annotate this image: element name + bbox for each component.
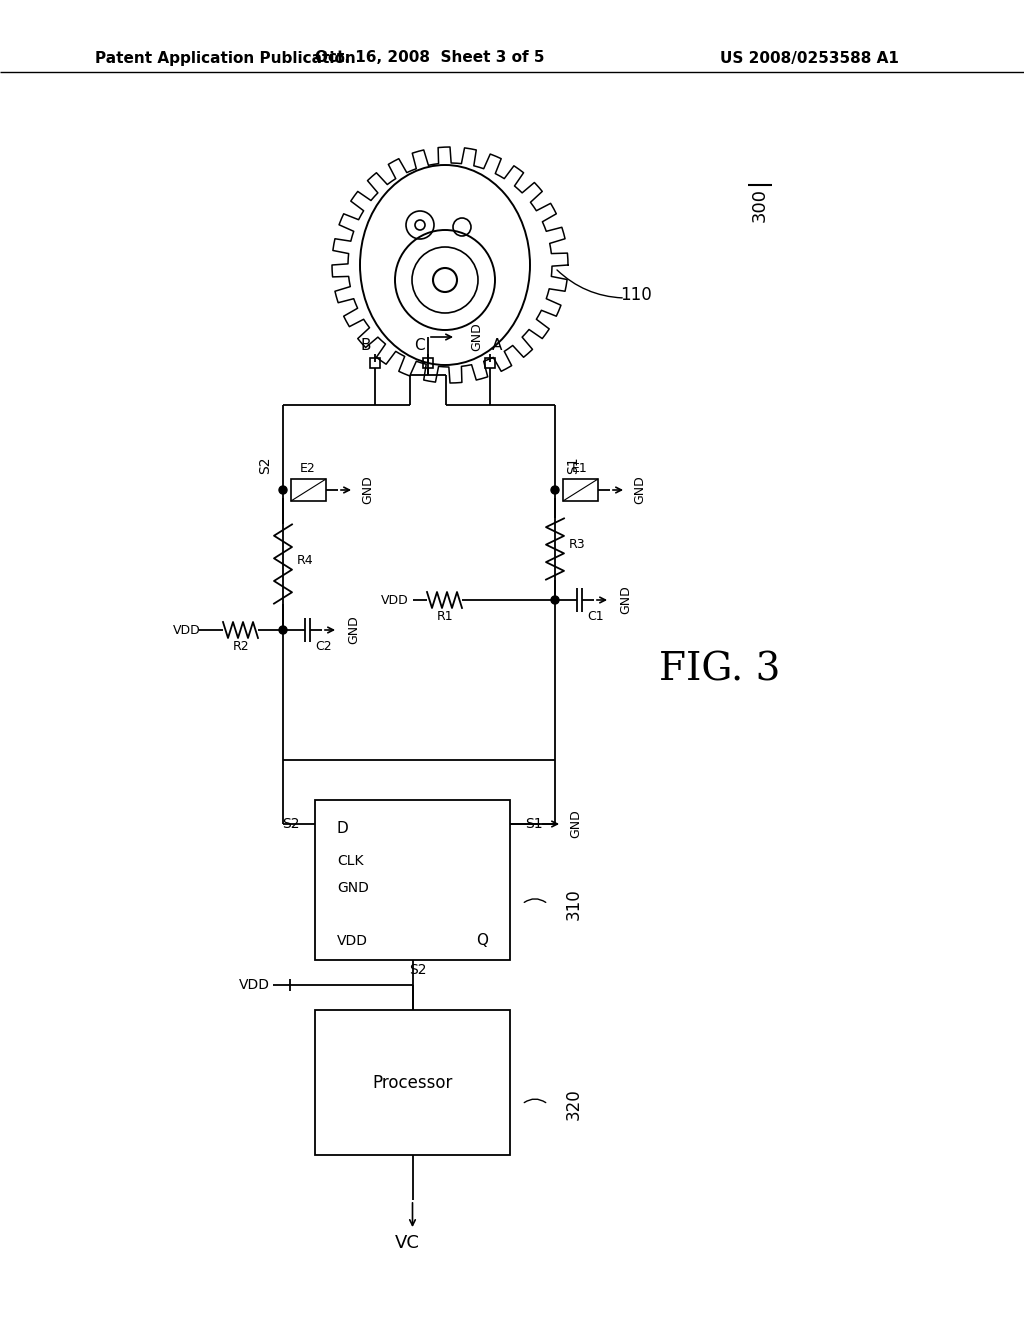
Text: 110: 110: [620, 286, 651, 304]
Text: R4: R4: [297, 553, 313, 566]
Text: GND: GND: [620, 586, 633, 614]
Text: VDD: VDD: [173, 623, 201, 636]
Text: Q: Q: [476, 933, 488, 948]
Circle shape: [279, 486, 287, 494]
Circle shape: [551, 597, 559, 605]
Text: GND: GND: [361, 475, 375, 504]
Text: VC: VC: [395, 1234, 420, 1251]
Text: A: A: [492, 338, 503, 354]
Text: GND: GND: [634, 475, 646, 504]
Text: C1: C1: [588, 610, 604, 623]
Text: GND: GND: [337, 880, 369, 895]
Text: US 2008/0253588 A1: US 2008/0253588 A1: [720, 50, 899, 66]
Bar: [315, 800, 510, 960]
Circle shape: [279, 626, 287, 634]
Text: Processor: Processor: [373, 1073, 453, 1092]
Text: S1: S1: [525, 817, 543, 832]
Bar: [370, 358, 380, 368]
Text: GND: GND: [347, 615, 360, 644]
Text: C: C: [414, 338, 425, 354]
Text: E1: E1: [572, 462, 588, 475]
Text: VDD: VDD: [381, 594, 409, 606]
Text: Oct. 16, 2008  Sheet 3 of 5: Oct. 16, 2008 Sheet 3 of 5: [315, 50, 545, 66]
Text: 320: 320: [565, 1089, 583, 1121]
Bar: [423, 358, 433, 368]
Text: R3: R3: [569, 539, 586, 552]
Text: FIG. 3: FIG. 3: [659, 652, 780, 689]
Text: S1: S1: [566, 457, 580, 474]
Text: GND: GND: [470, 322, 483, 351]
Text: VDD: VDD: [337, 933, 368, 948]
Text: 300: 300: [751, 187, 769, 222]
Bar: [291, 479, 326, 502]
Text: E2: E2: [300, 462, 315, 475]
Text: B: B: [361, 338, 372, 354]
Text: CLK: CLK: [337, 854, 364, 867]
Bar: [485, 358, 495, 368]
Text: 310: 310: [565, 888, 583, 920]
Text: S2: S2: [258, 457, 272, 474]
Text: S2: S2: [283, 817, 300, 832]
Text: S2: S2: [409, 964, 426, 977]
Text: D: D: [337, 821, 349, 837]
Text: VDD: VDD: [239, 978, 270, 993]
Circle shape: [551, 486, 559, 494]
Text: GND: GND: [569, 809, 583, 838]
Bar: [315, 1010, 510, 1155]
Bar: [563, 479, 598, 502]
Text: R2: R2: [232, 639, 249, 652]
Text: R1: R1: [436, 610, 454, 623]
Text: C2: C2: [315, 639, 333, 652]
Text: Patent Application Publication: Patent Application Publication: [95, 50, 355, 66]
